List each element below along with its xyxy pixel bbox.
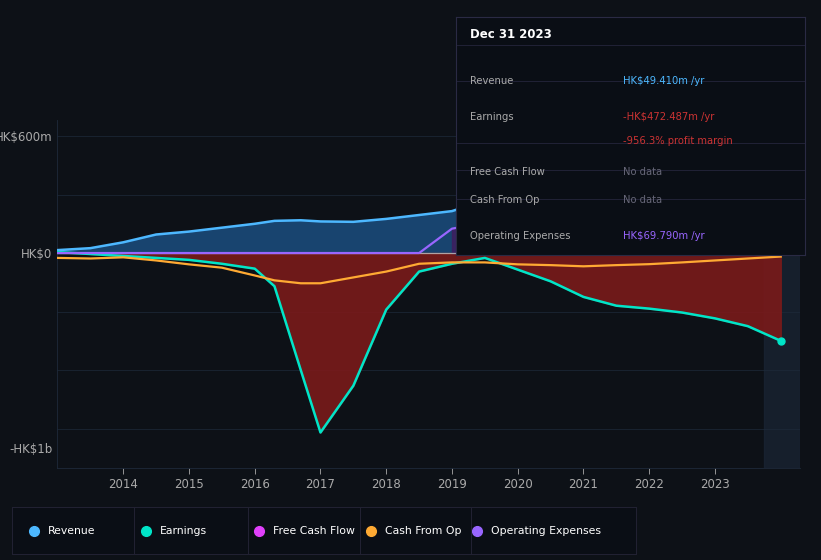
Text: Operating Expenses: Operating Expenses	[470, 231, 570, 241]
Text: Operating Expenses: Operating Expenses	[491, 526, 601, 535]
Text: HK$49.410m /yr: HK$49.410m /yr	[623, 76, 704, 86]
Text: -956.3% profit margin: -956.3% profit margin	[623, 136, 733, 146]
Text: Free Cash Flow: Free Cash Flow	[273, 526, 355, 535]
Text: Earnings: Earnings	[160, 526, 208, 535]
Text: Earnings: Earnings	[470, 112, 513, 122]
Text: HK$69.790m /yr: HK$69.790m /yr	[623, 231, 704, 241]
Text: -HK$472.487m /yr: -HK$472.487m /yr	[623, 112, 714, 122]
Text: Free Cash Flow: Free Cash Flow	[470, 167, 544, 177]
Text: Cash From Op: Cash From Op	[470, 195, 539, 206]
Text: Cash From Op: Cash From Op	[385, 526, 461, 535]
Text: Dec 31 2023: Dec 31 2023	[470, 27, 552, 40]
Text: No data: No data	[623, 195, 663, 206]
Text: Revenue: Revenue	[470, 76, 513, 86]
Text: No data: No data	[623, 167, 663, 177]
Text: Revenue: Revenue	[48, 526, 95, 535]
Bar	[764, 120, 800, 468]
